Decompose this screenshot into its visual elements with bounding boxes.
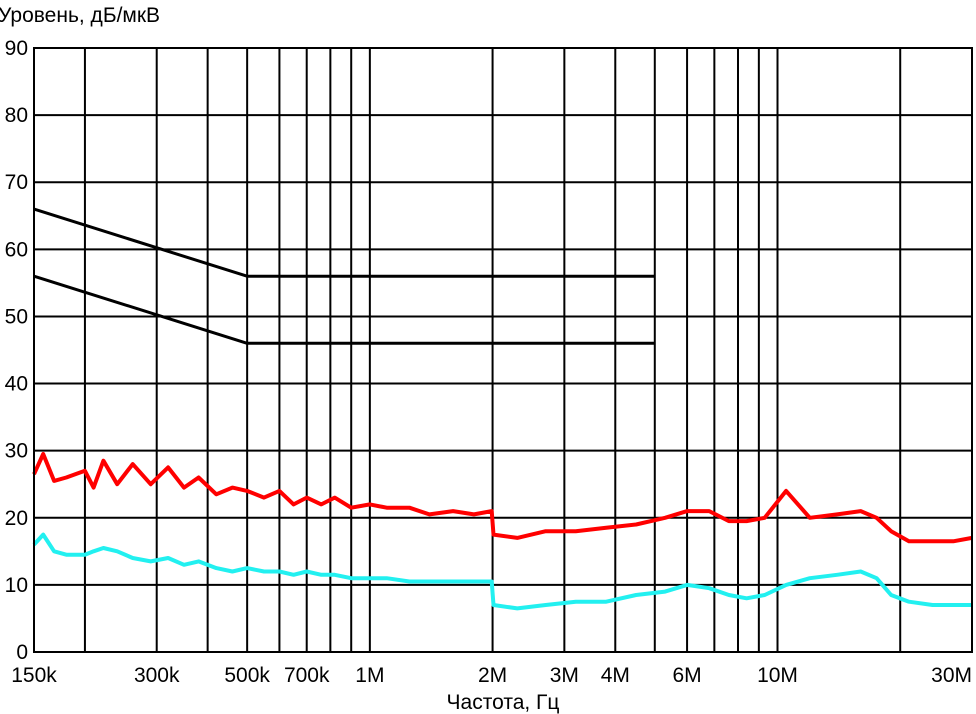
y-tick-labels: 0 10 20 30 40 50 60 70 80 90 <box>5 37 28 664</box>
x-tick-label: 500k <box>224 664 270 687</box>
x-tick-label: 4M <box>601 664 630 687</box>
x-tick-label: 3M <box>550 664 579 687</box>
y-tick-label: 10 <box>5 574 28 597</box>
series-line-3 <box>32 452 973 544</box>
x-tick-label: 300k <box>134 664 180 687</box>
vertical-gridlines <box>83 48 902 652</box>
y-axis-title: Уровень, дБ/мкВ <box>0 4 160 27</box>
x-tick-label: 10M <box>757 664 798 687</box>
y-tick-label: 70 <box>5 171 28 194</box>
y-tick-label: 0 <box>16 641 28 664</box>
y-tick-label: 20 <box>5 507 28 530</box>
series-line-4 <box>32 532 972 611</box>
y-tick-label: 90 <box>5 37 28 60</box>
series-line-2 <box>33 274 655 345</box>
data-series <box>32 207 973 611</box>
x-tick-label: 700k <box>284 664 330 687</box>
y-tick-label: 30 <box>5 440 28 463</box>
x-tick-labels: 150k 300k 500k 700k 1M 2M 3M 4M 6M 10M 30M <box>11 664 972 687</box>
x-tick-label: 6M <box>672 664 701 687</box>
series-line-1 <box>33 207 655 278</box>
x-tick-label: 30M <box>931 664 972 687</box>
y-tick-label: 60 <box>5 238 28 261</box>
plot-frame <box>33 47 973 653</box>
x-tick-label: 1M <box>355 664 384 687</box>
y-tick-label: 40 <box>5 373 28 396</box>
x-axis-title: Частота, Гц <box>447 691 560 714</box>
x-tick-label: 150k <box>11 664 57 687</box>
y-tick-label: 80 <box>5 104 28 127</box>
x-tick-label: 2M <box>478 664 507 687</box>
y-tick-label: 50 <box>5 305 28 328</box>
